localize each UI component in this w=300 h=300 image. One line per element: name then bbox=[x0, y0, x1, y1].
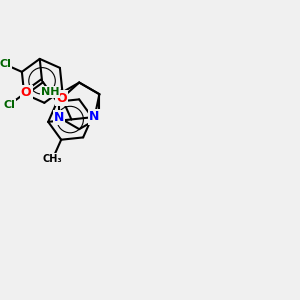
Text: Cl: Cl bbox=[0, 59, 11, 69]
Text: O: O bbox=[57, 92, 67, 105]
Text: NH: NH bbox=[41, 87, 59, 97]
Text: Cl: Cl bbox=[3, 100, 15, 110]
Text: N: N bbox=[54, 111, 64, 124]
Text: CH₃: CH₃ bbox=[43, 154, 62, 164]
Text: N: N bbox=[89, 110, 100, 124]
Text: O: O bbox=[21, 86, 32, 99]
